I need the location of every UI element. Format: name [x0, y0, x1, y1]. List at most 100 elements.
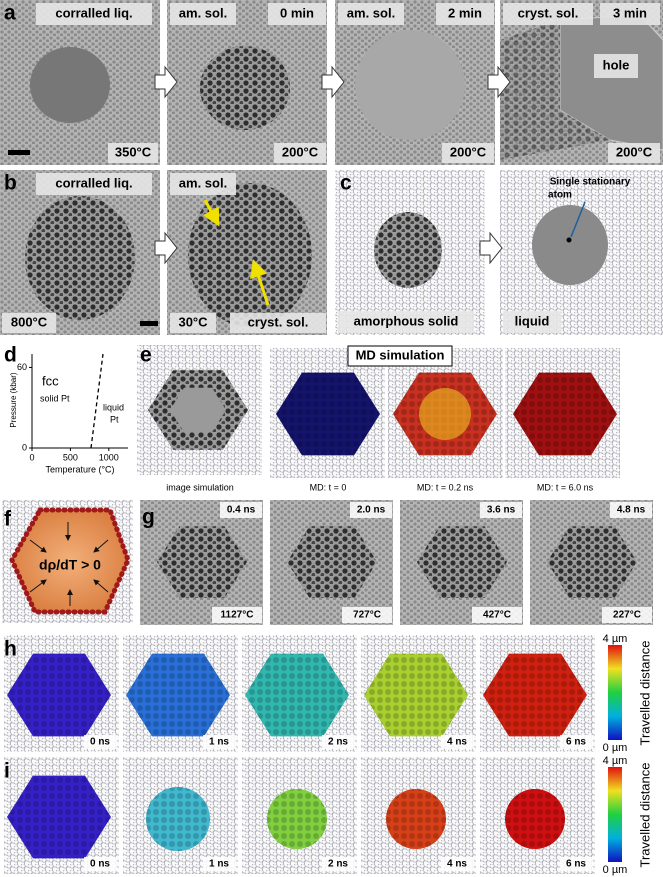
temp-label: 227°C [613, 610, 641, 621]
caption: corralled liq. [55, 175, 132, 190]
caption: cryst. sol. [248, 314, 309, 329]
x-axis-label: Temperature (°C) [45, 464, 114, 474]
region-label: fcc [42, 373, 59, 388]
caption: am. sol. [179, 175, 227, 190]
tag-box [322, 857, 355, 871]
arrow [479, 231, 503, 265]
particle [374, 212, 442, 288]
phase-diagram: Pressure (kbar) Temperature (°C) fcc sol… [9, 353, 128, 474]
arrow [154, 231, 178, 265]
panel-title: MD simulation [356, 347, 445, 362]
cluster-texture [513, 372, 617, 456]
cluster [287, 526, 377, 598]
tag-box [342, 607, 392, 623]
caption: 0 min [280, 5, 314, 20]
y-tick-label: 60 [17, 362, 27, 372]
cluster-texture [276, 372, 380, 456]
cluster-texture [126, 653, 230, 737]
region-label: liquid [103, 402, 124, 412]
cluster [170, 387, 226, 433]
caption: corralled liq. [55, 5, 132, 20]
caption: MD: t = 0 [310, 482, 347, 492]
colorbar [608, 645, 622, 740]
cluster-texture [364, 653, 468, 737]
tag-box [322, 735, 355, 749]
tag-box [350, 502, 392, 518]
caption: 2 min [448, 5, 482, 20]
caption: liquid [515, 313, 550, 328]
x-tick-label: 0 [29, 452, 34, 462]
colorbar-min: 0 µm [603, 742, 628, 754]
tag-box [602, 607, 652, 623]
cluster [157, 526, 247, 598]
time-label: 3.6 ns [487, 505, 516, 516]
caption: 200°C [450, 144, 487, 159]
crystal [500, 20, 610, 160]
time-label: 1 ns [209, 737, 229, 748]
caption: 800°C [11, 314, 48, 329]
arrow [154, 65, 178, 99]
time-label: 0.4 ns [227, 505, 256, 516]
caption: MD: t = 0.2 ns [417, 482, 474, 492]
panel-label: h [4, 638, 17, 661]
panel-label: d [4, 344, 17, 367]
time-label: 4 ns [447, 859, 467, 870]
cluster-core [419, 388, 471, 440]
particle [200, 46, 290, 130]
tag-box [212, 607, 262, 623]
time-label: 6 ns [566, 859, 586, 870]
time-label: 4.8 ns [617, 505, 646, 516]
y-tick-label: 0 [22, 442, 27, 452]
cluster-texture [267, 789, 327, 849]
caption: image simulation [166, 482, 234, 492]
particle [30, 47, 110, 123]
cluster-texture [245, 653, 349, 737]
panel-label: b [4, 172, 17, 195]
time-label: 2 ns [328, 737, 348, 748]
x-tick-label: 500 [63, 452, 78, 462]
cluster-texture [483, 653, 587, 737]
temp-label: 1127°C [221, 610, 254, 621]
time-label: 4 ns [447, 737, 467, 748]
panel-label: i [4, 760, 10, 783]
schematic-label: dρ/dT > 0 [39, 557, 101, 573]
region-label: Pt [110, 414, 119, 424]
particle [25, 196, 135, 320]
cluster-texture [386, 789, 446, 849]
schematic [2, 500, 133, 623]
tag-box [84, 857, 117, 871]
colorbar-label: Travelled distance [637, 640, 652, 745]
tag-box [610, 502, 652, 518]
colorbar-min: 0 µm [603, 864, 628, 876]
tag-box [84, 735, 117, 749]
cluster-texture [7, 653, 111, 737]
caption: 30°C [178, 314, 208, 329]
caption: am. sol. [179, 5, 227, 20]
cluster [547, 526, 637, 598]
particle [532, 205, 608, 285]
panel-label: g [142, 506, 155, 529]
time-label: 6 ns [566, 737, 586, 748]
tag-box [203, 735, 236, 749]
caption: am. sol. [347, 5, 395, 20]
cluster-texture [505, 789, 565, 849]
temp-label: 427°C [483, 610, 511, 621]
cluster-texture [7, 775, 111, 859]
time-label: 2.0 ns [357, 505, 386, 516]
arrow [487, 65, 511, 99]
time-label: 0 ns [90, 859, 110, 870]
caption: 200°C [616, 144, 653, 159]
time-label: 2 ns [328, 859, 348, 870]
caption: cryst. sol. [518, 5, 579, 20]
panel-label: c [340, 172, 352, 195]
tag-box [220, 502, 262, 518]
colorbar-max: 4 µm [603, 755, 628, 767]
caption: MD: t = 6.0 ns [537, 482, 594, 492]
caption: 350°C [115, 144, 152, 159]
panel-label: f [4, 508, 12, 531]
caption: amorphous solid [354, 313, 459, 328]
tag-box [203, 857, 236, 871]
